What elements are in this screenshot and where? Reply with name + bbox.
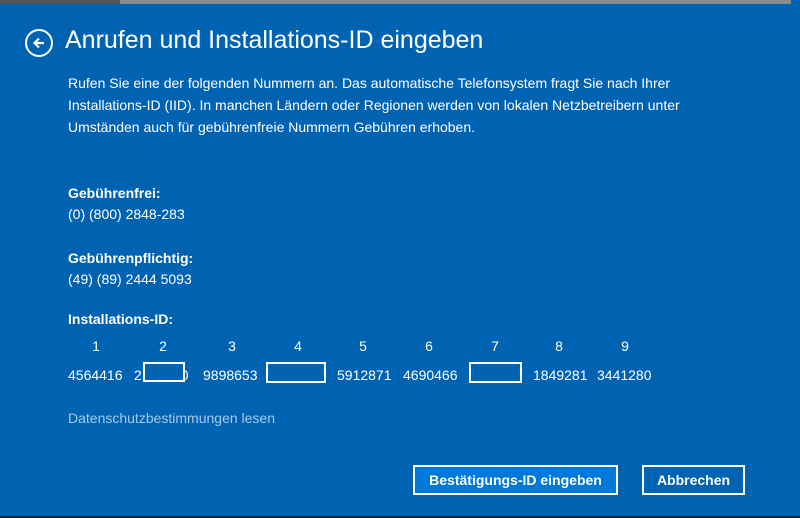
- iid-group-index: 5: [359, 338, 367, 354]
- dialog-description: Rufen Sie eine der folgenden Nummern an.…: [68, 75, 680, 135]
- tollfree-label: Gebührenfrei:: [68, 185, 161, 201]
- enter-confirmation-id-button[interactable]: Bestätigungs-ID eingeben: [413, 465, 618, 495]
- dialog-right-edge: [791, 0, 800, 518]
- iid-group-index: 7: [491, 338, 499, 354]
- iid-group-value: 4690466: [403, 367, 458, 383]
- iid-group-value: 3441280: [597, 367, 652, 383]
- tollfree-number: (0) (800) 2848-283: [68, 206, 185, 222]
- iid-group-value: 4564416: [68, 367, 123, 383]
- iid-group-index: 6: [425, 338, 433, 354]
- back-button[interactable]: [25, 29, 53, 57]
- iid-group-index: 9: [621, 338, 629, 354]
- background-window-strip: [0, 0, 800, 4]
- redaction-box: [143, 362, 185, 382]
- redaction-box: [266, 362, 326, 383]
- iid-group-value: 9898653: [203, 367, 258, 383]
- activation-dialog: [1, 4, 791, 516]
- iid-group-value: 1849281: [533, 367, 588, 383]
- toll-label: Gebührenpflichtig:: [68, 250, 194, 266]
- cancel-button[interactable]: Abbrechen: [642, 465, 745, 495]
- iid-group-index: 8: [555, 338, 563, 354]
- iid-group-index: 3: [228, 338, 236, 354]
- toll-number: (49) (89) 2444 5093: [68, 271, 192, 287]
- dialog-title: Anrufen und Installations-ID eingeben: [65, 26, 484, 54]
- iid-group-index: 2: [159, 338, 167, 354]
- iid-label: Installations-ID:: [68, 311, 174, 327]
- privacy-link[interactable]: Datenschutzbestimmungen lesen: [68, 410, 276, 426]
- iid-group-index: 1: [92, 338, 100, 354]
- background-window-strip-dark: [0, 0, 120, 4]
- dialog-bottom-border: [0, 516, 800, 518]
- iid-group-value: 5912871: [337, 367, 392, 383]
- redaction-box: [469, 362, 522, 383]
- back-arrow-icon: [32, 37, 44, 49]
- iid-group-index: 4: [294, 338, 302, 354]
